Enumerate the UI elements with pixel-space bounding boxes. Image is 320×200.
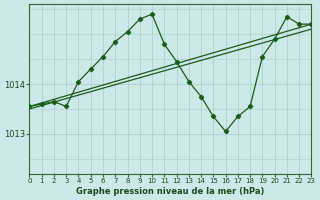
X-axis label: Graphe pression niveau de la mer (hPa): Graphe pression niveau de la mer (hPa) xyxy=(76,187,265,196)
